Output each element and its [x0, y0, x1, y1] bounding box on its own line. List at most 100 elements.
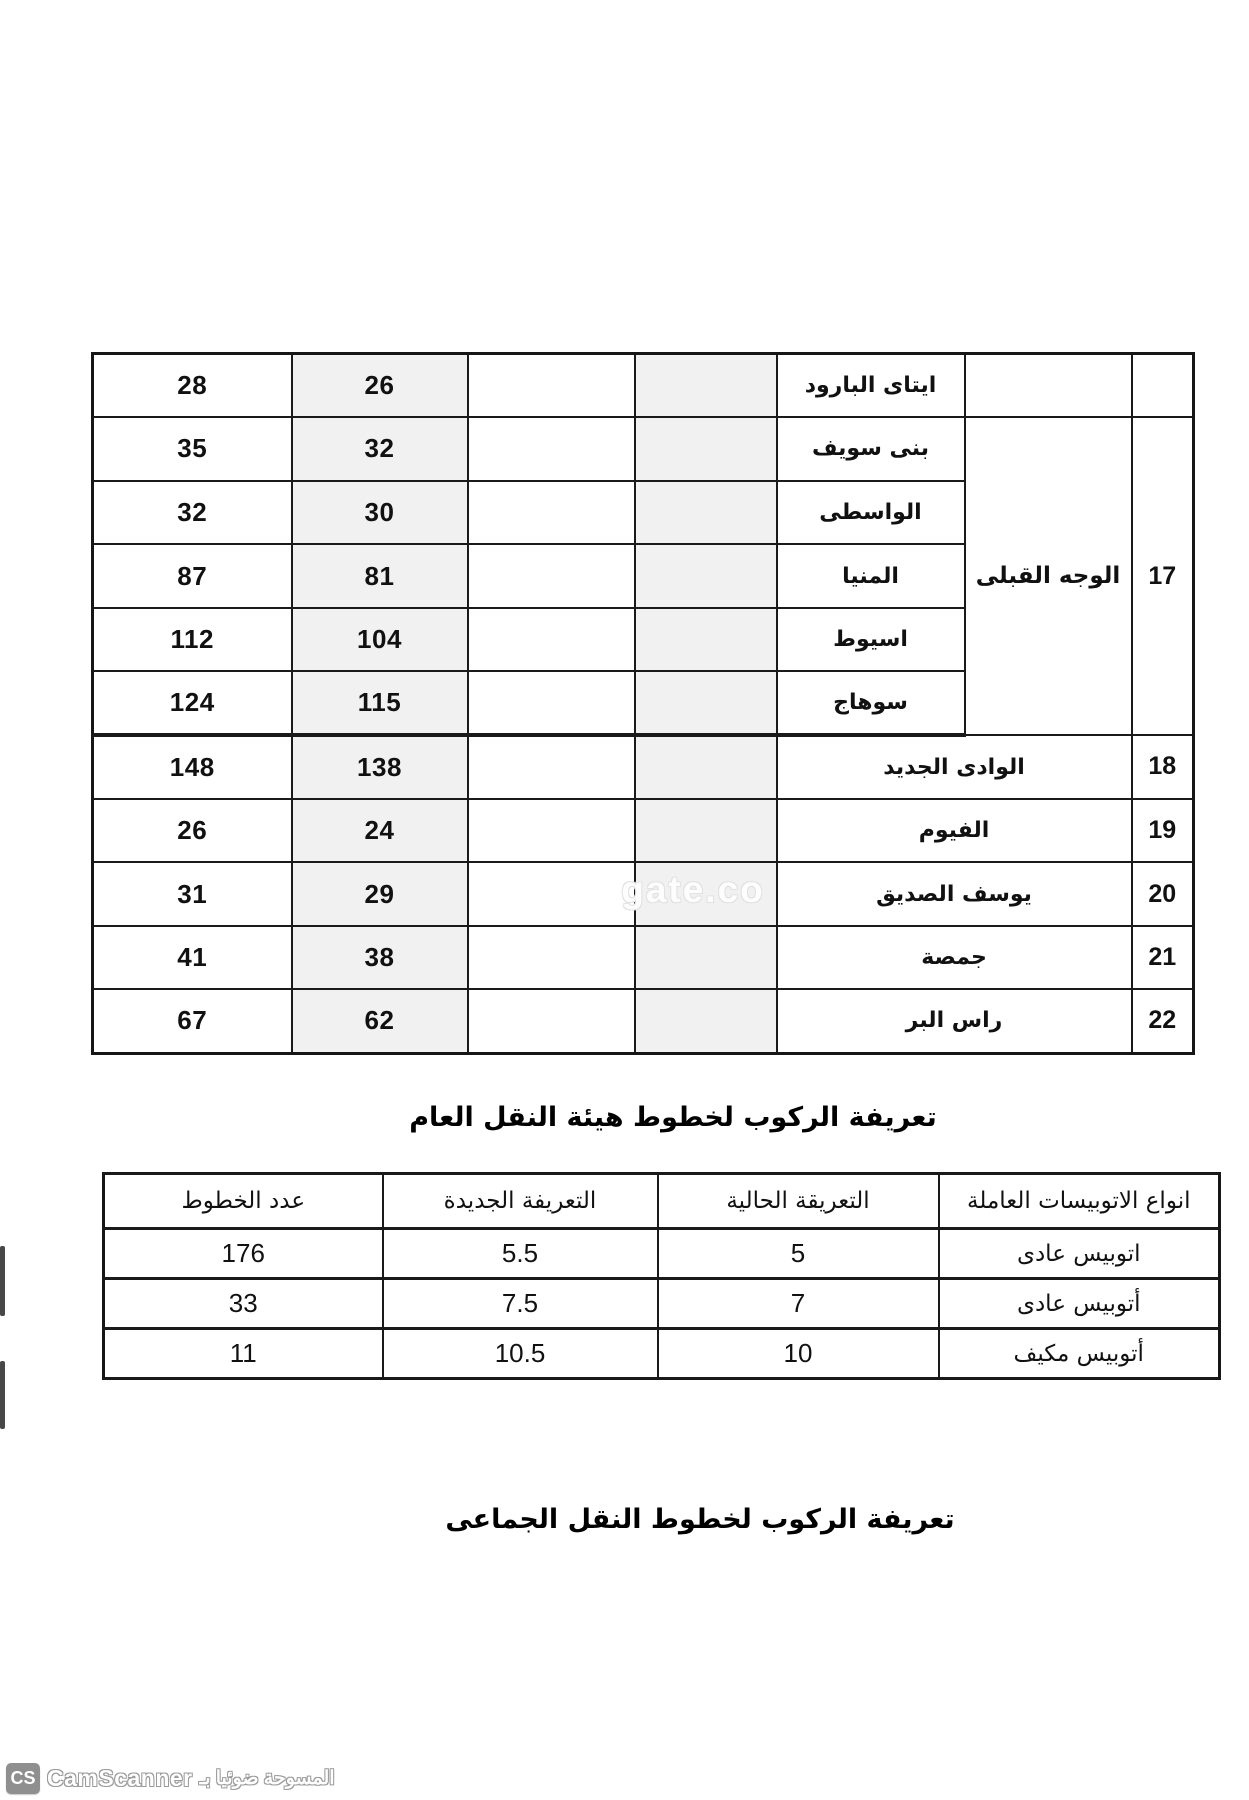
camscanner-brand-text: CamScanner — [47, 1765, 193, 1791]
fare-new-cell: 28 — [91, 352, 293, 419]
bus-type-cell: أتوبيس مكيف — [937, 1327, 1221, 1380]
bus-type-cell: أتوبيس عادى — [937, 1277, 1221, 1330]
table-row: 148 138 الوادى الجديد 18 — [91, 734, 1195, 800]
empty-cell — [633, 988, 778, 1055]
fare-new-cell: 67 — [91, 988, 293, 1055]
governorate-fare-table: 28 26 ايتاى البارود 35 32 بنى سويف الوجه… — [91, 352, 1195, 1055]
fare-current-cell: 138 — [290, 734, 469, 800]
table-row: 33 7.5 7 أتوبيس عادى — [102, 1277, 1221, 1330]
empty-cell — [633, 479, 778, 546]
new-tariff-cell: 10.5 — [381, 1327, 659, 1380]
empty-cell — [466, 861, 636, 927]
camscanner-logo-icon: CS — [6, 1763, 40, 1794]
rownum-cell: 20 — [1130, 861, 1195, 927]
fare-current-cell: 24 — [290, 797, 469, 864]
region-number-cell: 17 — [1130, 416, 1195, 737]
fare-current-cell: 38 — [290, 924, 469, 991]
table-row: 176 5.5 5 اتوبيس عادى — [102, 1227, 1221, 1280]
table-row: 124 115 سوهاج — [91, 670, 1194, 738]
fare-current-cell: 62 — [290, 988, 469, 1055]
governorate-name-cell: جمصة — [775, 924, 1133, 991]
current-tariff-cell: 5 — [656, 1227, 940, 1280]
empty-cell — [466, 606, 636, 673]
fare-new-cell: 112 — [91, 606, 293, 673]
scan-edge-artifact — [0, 1361, 5, 1429]
fare-new-cell: 41 — [91, 924, 293, 991]
fare-new-cell: 32 — [91, 479, 293, 546]
governorate-name-cell: سوهاج — [775, 670, 966, 738]
fare-new-cell: 148 — [91, 734, 293, 800]
governorate-name-cell: يوسف الصديق — [775, 861, 1133, 927]
camscanner-footer: CS CamScanner المسوحة ضوئيا بـ — [6, 1763, 335, 1794]
table-row: 112 104 اسيوط — [91, 606, 1194, 673]
empty-cell — [466, 988, 636, 1055]
table-header-row: عدد الخطوط التعريفة الجديدة التعريقة الح… — [102, 1172, 1221, 1230]
current-tariff-cell: 7 — [656, 1277, 940, 1330]
table-row: 28 26 ايتاى البارود — [91, 352, 1195, 419]
governorate-name-cell: الوادى الجديد — [775, 734, 1133, 800]
governorate-name-cell: المنيا — [775, 543, 966, 609]
bus-type-cell: اتوبيس عادى — [937, 1227, 1221, 1280]
rownum-cell: 22 — [1130, 988, 1195, 1055]
empty-cell — [466, 670, 636, 738]
new-tariff-cell: 5.5 — [381, 1227, 659, 1280]
empty-region-cell — [963, 352, 1133, 419]
empty-cell — [466, 416, 636, 482]
fare-current-cell: 115 — [290, 670, 469, 738]
scanned-by-text: المسوحة ضوئيا بـ — [199, 1768, 335, 1789]
public-transport-title: تعريفة الركوب لخطوط هيئة النقل العام — [409, 1102, 937, 1133]
table-row: 32 30 الواسطى — [91, 479, 1194, 546]
governorate-name-cell: اسيوط — [775, 606, 966, 673]
current-tariff-header: التعريقة الحالية — [656, 1172, 940, 1230]
empty-cell — [466, 734, 636, 800]
fare-new-cell: 35 — [91, 416, 293, 482]
empty-cell — [633, 734, 778, 800]
governorate-name-cell: الفيوم — [775, 797, 1133, 864]
table-row: 87 81 المنيا — [91, 543, 1194, 609]
empty-cell — [633, 416, 778, 482]
bus-tariff-table: عدد الخطوط التعريفة الجديدة التعريقة الح… — [102, 1172, 1221, 1380]
table-row: 67 62 راس البر 22 — [91, 988, 1195, 1055]
bus-types-header: انواع الاتوبيسات العاملة — [937, 1172, 1221, 1230]
fare-current-cell: 29 — [290, 861, 469, 927]
table-row: 11 10.5 10 أتوبيس مكيف — [102, 1327, 1221, 1380]
empty-cell — [466, 352, 636, 419]
rownum-cell: 18 — [1130, 734, 1195, 800]
fare-current-cell: 32 — [290, 416, 469, 482]
fare-new-cell: 87 — [91, 543, 293, 609]
table-row: 35 32 بنى سويف الوجه القبلى 17 — [91, 416, 1195, 737]
group-transport-title: تعريفة الركوب لخطوط النقل الجماعى — [445, 1504, 955, 1535]
governorate-name-cell: راس البر — [775, 988, 1133, 1055]
fare-current-cell: 104 — [290, 606, 469, 673]
table-row: 31 29 يوسف الصديق 20 — [91, 861, 1195, 927]
empty-cell — [466, 924, 636, 991]
empty-cell — [466, 543, 636, 609]
empty-cell — [633, 543, 778, 609]
lines-count-cell: 11 — [102, 1327, 384, 1380]
rownum-cell: 21 — [1130, 924, 1195, 991]
empty-cell — [633, 352, 778, 419]
lines-count-cell: 33 — [102, 1277, 384, 1330]
governorate-name-cell: بنى سويف — [775, 416, 966, 482]
fare-new-cell: 124 — [91, 670, 293, 738]
new-tariff-cell: 7.5 — [381, 1277, 659, 1330]
empty-cell — [466, 797, 636, 864]
rownum-cell: 19 — [1130, 797, 1195, 864]
fare-current-cell: 30 — [290, 479, 469, 546]
fare-current-cell: 26 — [290, 352, 469, 419]
empty-cell — [633, 797, 778, 864]
lines-count-header: عدد الخطوط — [102, 1172, 384, 1230]
lines-count-cell: 176 — [102, 1227, 384, 1280]
new-tariff-header: التعريفة الجديدة — [381, 1172, 659, 1230]
empty-cell — [633, 670, 778, 738]
empty-cell — [633, 861, 778, 927]
empty-cell — [633, 924, 778, 991]
scan-edge-artifact — [0, 1246, 5, 1316]
empty-cell — [466, 479, 636, 546]
table-row: 26 24 الفيوم 19 — [91, 797, 1195, 864]
region-merged-cell: الوجه القبلى — [963, 416, 1133, 737]
fare-new-cell: 26 — [91, 797, 293, 864]
empty-cell — [633, 606, 778, 673]
governorate-name-cell: ايتاى البارود — [775, 352, 966, 419]
